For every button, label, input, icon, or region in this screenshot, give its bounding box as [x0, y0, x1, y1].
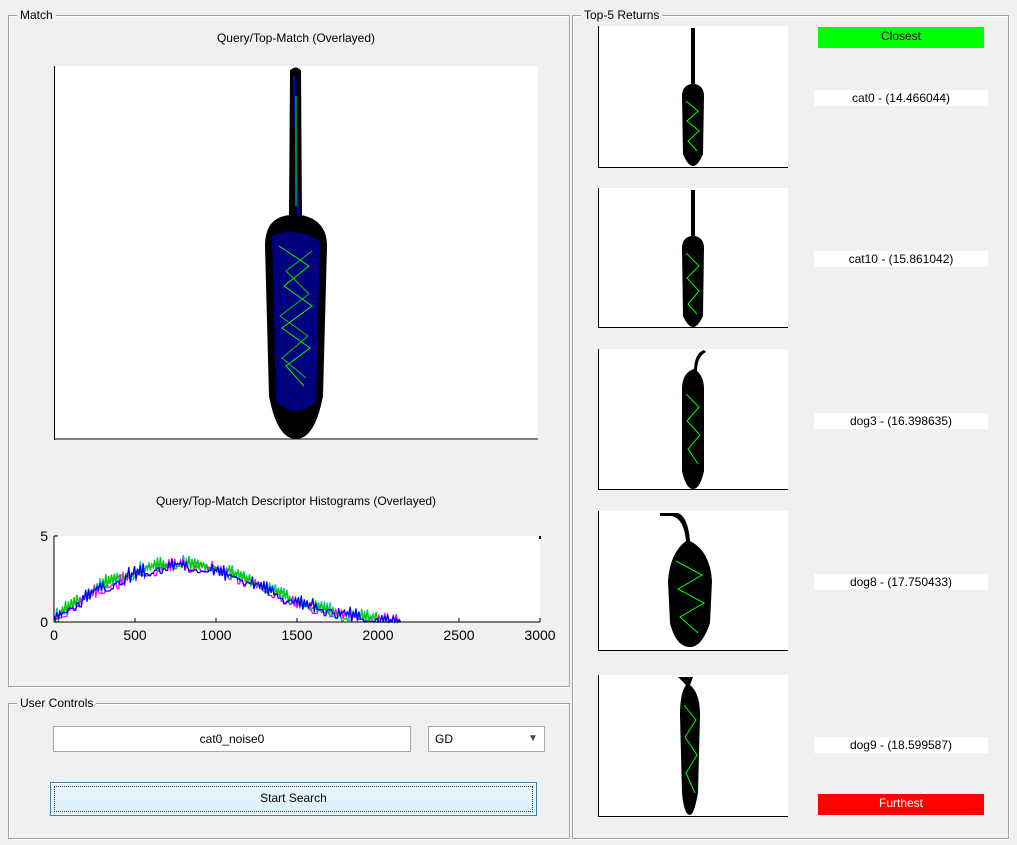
overlay-axes	[54, 66, 538, 440]
histogram-title: Query/Top-Match Descriptor Histograms (O…	[155, 494, 437, 508]
result-thumb-4	[598, 511, 788, 651]
chevron-down-icon[interactable]: ▼	[528, 733, 538, 744]
query-input[interactable]: cat0_noise0	[53, 726, 411, 752]
returns-panel: Top-5 Returns	[572, 8, 1009, 839]
x-tick-label-4: 2000	[362, 627, 393, 643]
controls-panel: User Controls	[8, 696, 570, 839]
histogram-series-4	[53, 558, 402, 624]
x-tick-label-6: 3000	[524, 627, 555, 643]
focus-ring	[54, 786, 533, 812]
y-tick-label-1: 5	[40, 528, 48, 544]
result-thumb-1	[598, 26, 788, 168]
histogram-chart: 0 500 1000 1500 2000 2500 3000 0 5	[30, 524, 560, 654]
result-label-3: dog3 - (16.398635)	[814, 413, 988, 429]
x-tick-label-3: 1500	[281, 627, 312, 643]
x-tick-label-1: 500	[123, 627, 147, 643]
result-label-2: cat10 - (15.861042)	[814, 251, 988, 267]
x-tick-label-5: 2500	[443, 627, 474, 643]
controls-panel-title: User Controls	[17, 696, 97, 710]
start-search-button[interactable]: Start Search	[50, 782, 537, 816]
x-tick-label-0: 0	[50, 627, 58, 643]
result-thumb-3	[598, 349, 788, 490]
start-search-label: Start Search	[260, 791, 327, 805]
result-label-4: dog8 - (17.750433)	[814, 574, 988, 590]
closest-badge: Closest	[818, 27, 984, 48]
returns-panel-title: Top-5 Returns	[581, 8, 663, 22]
descriptor-select[interactable]: GD ▼	[428, 726, 545, 752]
result-thumb-2	[598, 188, 788, 328]
descriptor-select-value: GD	[435, 732, 453, 746]
overlay-cat-silhouette	[264, 67, 328, 440]
result-label-1: cat0 - (14.466044)	[814, 90, 988, 106]
overlay-axes-title: Query/Top-Match (Overlayed)	[216, 31, 376, 45]
x-tick-label-2: 1000	[200, 627, 231, 643]
result-label-5: dog9 - (18.599587)	[814, 737, 988, 753]
y-tick-label-0: 0	[40, 614, 48, 630]
match-panel: Match	[8, 8, 570, 687]
match-panel-title: Match	[17, 8, 56, 22]
result-thumb-5	[598, 675, 788, 817]
furthest-badge: Furthest	[818, 794, 984, 815]
